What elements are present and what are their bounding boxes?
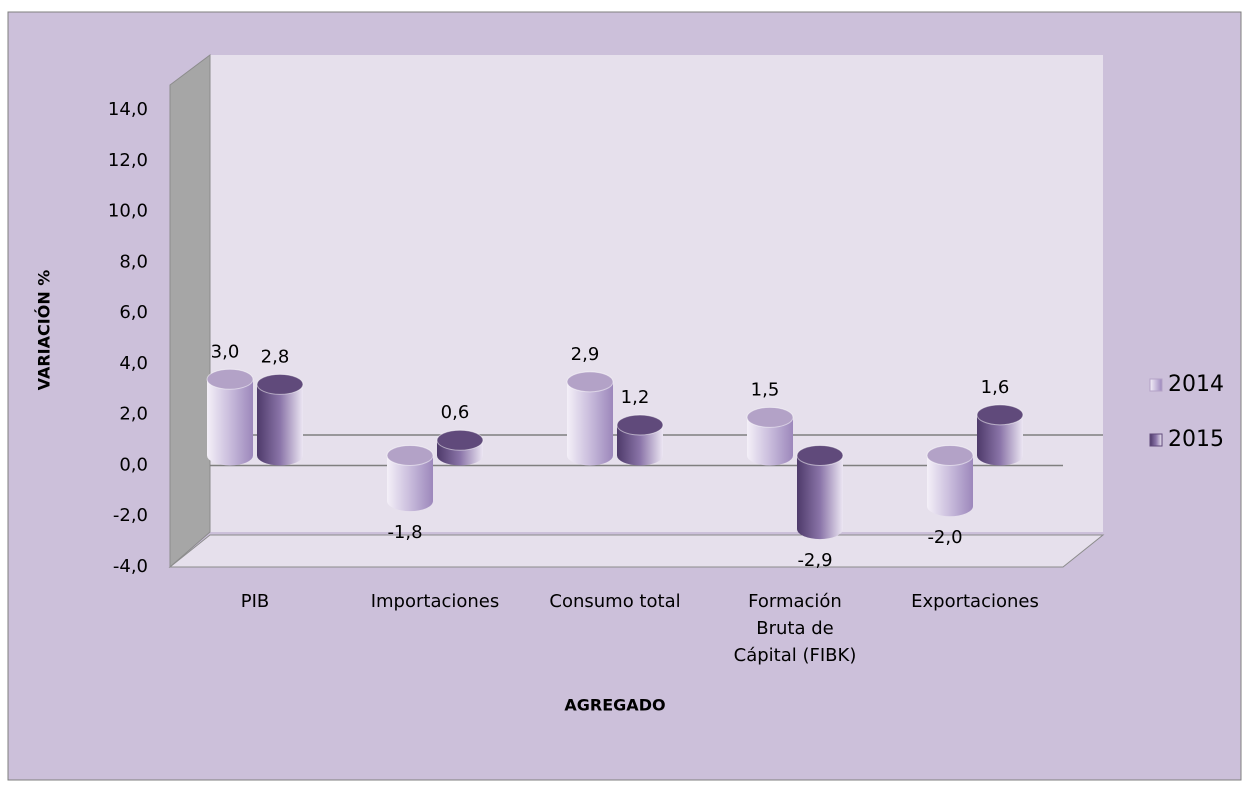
y-tick-label: 14,0 [108,99,148,120]
cylinder [436,429,484,466]
y-axis-title: VARIACIÓN % [35,270,54,391]
cylinder-top [256,373,304,395]
cylinder-top [976,404,1024,426]
x-tick-label: Exportaciones [911,591,1039,612]
x-tick-label: PIB [240,591,270,612]
floor [168,534,1105,568]
legend-swatch [1149,378,1163,392]
legend-label: 2015 [1168,427,1224,452]
cylinder [206,368,254,466]
value-label: 0,6 [441,402,470,423]
back-wall [210,55,1103,532]
value-label: 1,5 [751,379,780,400]
value-label: -2,0 [927,527,962,548]
value-label: 2,9 [571,344,600,365]
value-label: 2,8 [261,346,290,367]
cylinder [616,414,664,466]
cylinder [746,406,794,466]
y-tick-label: 2,0 [119,404,148,425]
cylinder-body [207,379,253,456]
cylinder-top [746,406,794,428]
cylinder-top [566,371,614,393]
y-tick-label: 8,0 [119,251,148,272]
cylinder [796,444,844,540]
value-label: 1,2 [621,387,650,408]
y-tick-label: 6,0 [119,302,148,323]
cylinder-body [257,384,303,456]
cylinder-top [436,429,484,451]
y-tick-label: -4,0 [113,556,148,577]
cylinder-top [386,444,434,466]
cylinder [976,404,1024,466]
legend-swatch [1149,433,1163,447]
cylinder-top [206,368,254,390]
value-label: 1,6 [981,377,1010,398]
side-wall [169,54,211,569]
cylinder [386,444,434,512]
legend-label: 2014 [1168,372,1224,397]
y-tick-label: -2,0 [113,505,148,526]
cylinder [566,371,614,466]
y-tick-label: 4,0 [119,353,148,374]
y-tick-label: 10,0 [108,201,148,222]
x-tick-label: Consumo total [549,591,681,612]
cylinder-body [567,381,613,456]
value-label: 3,0 [211,341,240,362]
y-tick-label: 0,0 [119,454,148,475]
value-label: -1,8 [387,522,422,543]
cylinder-top [926,444,974,466]
cylinder-body [797,455,843,530]
cylinder [256,373,304,466]
cylinder [926,444,974,517]
x-tick-label: Importaciones [370,591,500,612]
cylinder-top [796,444,844,466]
value-label: -2,9 [797,550,832,571]
x-tick-label: Formación Bruta de Cápital (FIBK) [733,591,857,666]
y-tick-label: 12,0 [108,150,148,171]
cylinder-top [616,414,664,436]
x-axis-title: AGREGADO [564,696,665,715]
